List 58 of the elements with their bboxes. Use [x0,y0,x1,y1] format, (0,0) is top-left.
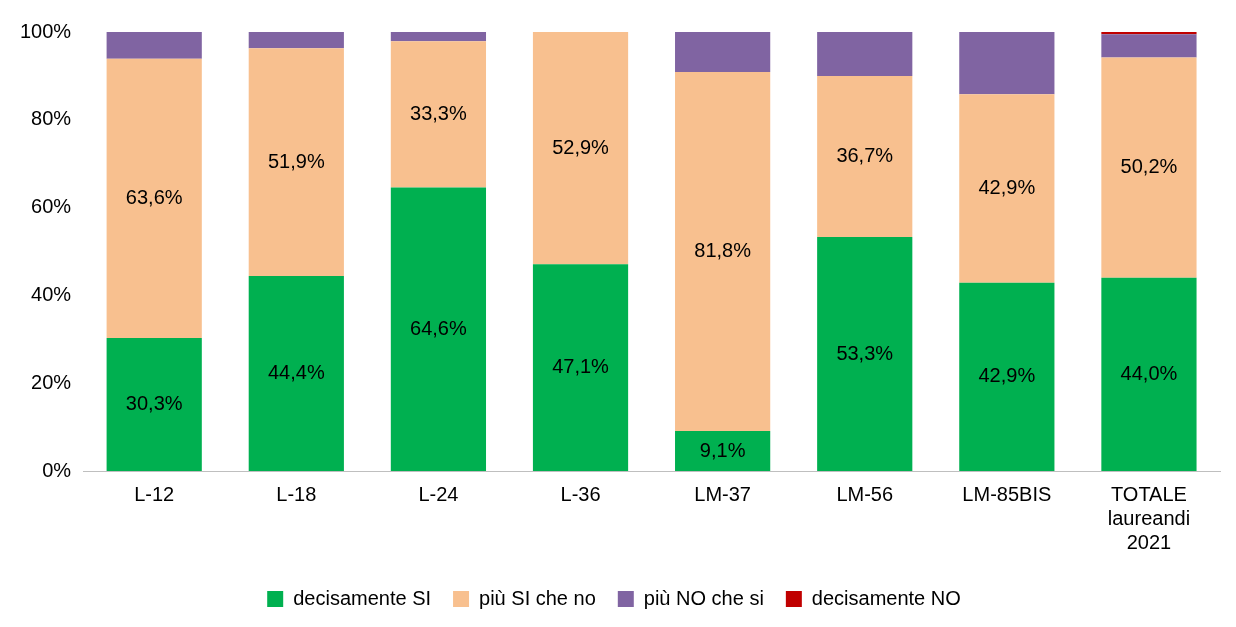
x-tick-label: LM-56 [836,482,894,505]
data-label: 44,0% [1120,361,1178,384]
bar [959,94,1055,283]
bar [106,337,202,471]
bar [1101,57,1197,278]
bar [248,32,344,49]
y-tick-label: 100% [20,19,72,42]
data-label: 63,6% [125,185,183,208]
bar [1101,32,1197,35]
data-label: 33,3% [410,101,467,124]
data-label: 50,2% [1120,155,1178,178]
y-tick-label: 40% [31,282,72,305]
bar [817,32,913,76]
bar [675,71,771,432]
data-label: 51,9% [267,149,325,172]
x-tick-label: L-12 [134,482,175,505]
data-label: 64,6% [410,316,467,339]
bar [532,32,629,265]
data-label: 47,1% [552,355,610,378]
y-tick-label: 80% [31,107,72,130]
bar [817,237,913,471]
data-label: 44,4% [267,361,325,384]
data-label: 9,1% [699,438,746,461]
bar [532,264,629,471]
data-label: 81,8% [694,239,752,262]
legend-label: decisamente NO [811,586,961,609]
data-label: 42,9% [978,364,1036,387]
legend-label: più NO che si [643,586,764,609]
y-tick-label: 20% [31,370,72,393]
legend-label: più SI che no [479,586,596,609]
bar [675,431,771,471]
data-label: 53,3% [836,341,894,364]
bar [959,282,1055,471]
bar [675,32,771,72]
bar [817,75,913,238]
x-tick-label: LM-37 [694,482,751,505]
x-tick-label: LM-85BIS [962,482,1052,505]
data-label: 42,9% [978,176,1036,199]
y-tick-label: 0% [42,458,72,481]
legend-label: decisamente SI [293,586,432,609]
bar [248,276,344,471]
bar [106,58,202,338]
bar [390,32,487,42]
bar [248,48,344,277]
bar [959,32,1055,95]
y-tick-label: 60% [31,195,72,218]
data-label: 36,7% [836,143,894,166]
data-label: 30,3% [125,392,183,415]
bar [1101,277,1197,471]
bar [1101,34,1197,58]
data-label: 52,9% [552,135,610,158]
bar [390,41,487,188]
bar [390,187,487,471]
x-tick-label: L-24 [418,482,459,505]
x-tick-label: TOTALE laureandi 2021 [1107,482,1191,553]
x-tick-label: L-36 [560,482,601,505]
x-tick-label: L-18 [276,482,317,505]
bar [106,32,202,59]
